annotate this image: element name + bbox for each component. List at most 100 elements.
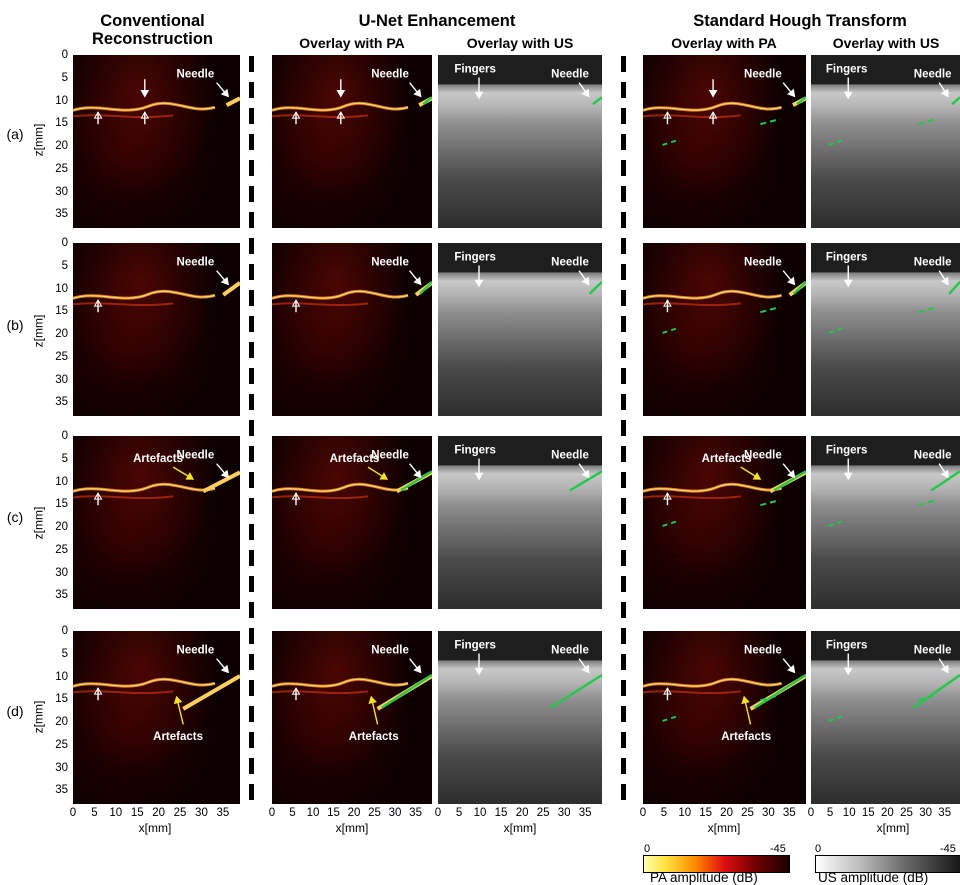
panel-b-conventional: Needle bbox=[73, 243, 240, 416]
vessel-signal bbox=[643, 677, 782, 688]
needle-arrow bbox=[938, 463, 949, 479]
xtick-label: 10 bbox=[678, 807, 692, 819]
xticks-hough-pa: 0 5 10 15 20 25 30 35 bbox=[640, 807, 806, 821]
needle-label: Needle bbox=[744, 449, 782, 461]
panel-d-conventional: Needle Artefacts bbox=[73, 631, 240, 804]
ytick-label: 10 bbox=[55, 94, 68, 107]
us-top-band bbox=[811, 436, 960, 466]
ytick-label: 0 bbox=[61, 430, 68, 442]
fingers-arrow bbox=[843, 653, 853, 676]
ytick-label: 20 bbox=[55, 328, 68, 341]
yticks-b: 0 5 10 15 20 25 30 35 bbox=[42, 237, 68, 423]
vessel-arrow bbox=[93, 492, 103, 506]
fingers-arrow bbox=[474, 458, 484, 481]
needle-detection bbox=[400, 470, 432, 492]
vessel-signal bbox=[272, 289, 409, 300]
panel-b-hough-us: Fingers Needle bbox=[811, 243, 960, 416]
panel-a-unet-pa: Needle bbox=[272, 55, 432, 228]
panel-b-unet-pa: Needle bbox=[272, 243, 432, 416]
title-hough: Standard Hough Transform bbox=[693, 12, 907, 30]
colorbar-us-label: US amplitude (dB) bbox=[818, 870, 929, 885]
yticks-d: 0 5 10 15 20 25 30 35 bbox=[42, 625, 68, 811]
colorbar-pa bbox=[643, 855, 790, 873]
xlabel-unet-us: x[mm] bbox=[503, 821, 537, 835]
xtick-label: 15 bbox=[699, 807, 713, 819]
ytick-label: 30 bbox=[55, 185, 68, 198]
needle-arrow bbox=[782, 270, 796, 286]
xtick-label: 15 bbox=[130, 807, 144, 819]
row-label-c: (c) bbox=[6, 509, 24, 525]
us-top-band bbox=[811, 55, 960, 85]
needle-label: Needle bbox=[371, 68, 409, 80]
xticks-unet-us: 0 5 10 15 20 25 30 35 bbox=[435, 807, 602, 821]
needle-detection bbox=[792, 280, 806, 295]
needle-detection bbox=[948, 280, 960, 295]
us-top-band bbox=[438, 631, 602, 661]
xticks-hough-us: 0 5 10 15 20 25 30 35 bbox=[808, 807, 960, 821]
vessel-arrow bbox=[663, 111, 672, 125]
needle-arrow bbox=[409, 270, 422, 286]
vessel-signal-lower bbox=[73, 495, 174, 500]
xtick-label: 25 bbox=[741, 807, 754, 819]
us-top-band bbox=[438, 436, 602, 466]
needle-label: Needle bbox=[177, 644, 215, 656]
ytick-label: 10 bbox=[55, 282, 68, 295]
ytick-label: 0 bbox=[61, 625, 68, 637]
ytick-label: 0 bbox=[61, 237, 68, 249]
xtick-label: 35 bbox=[216, 807, 230, 819]
needle-arrow bbox=[216, 658, 229, 674]
ytick-label: 35 bbox=[55, 396, 68, 409]
artefacts-arrow bbox=[741, 695, 752, 725]
xtick-label: 35 bbox=[409, 807, 422, 819]
vessel-signal-lower bbox=[73, 302, 174, 307]
yticks-a: 0 5 10 15 20 25 30 35 bbox=[42, 49, 68, 235]
needle-detection bbox=[773, 470, 806, 492]
vessel-signal bbox=[73, 677, 216, 688]
needle-label: Needle bbox=[914, 644, 952, 656]
fingers-label: Fingers bbox=[454, 444, 496, 456]
vessel-signal bbox=[73, 482, 216, 493]
xlabel-hough-us: x[mm] bbox=[876, 821, 910, 835]
needle-signal bbox=[225, 96, 240, 107]
vessel-arrow bbox=[291, 299, 301, 313]
false-detection bbox=[662, 138, 680, 146]
title-conventional: Conventional Reconstruction bbox=[60, 12, 245, 48]
xtick-label: 15 bbox=[494, 807, 508, 819]
vessel-arrow-2 bbox=[708, 111, 718, 125]
needle-label: Needle bbox=[177, 449, 215, 461]
vessel-arrow bbox=[93, 111, 103, 125]
ytick-label: 5 bbox=[61, 452, 68, 465]
needle-signal bbox=[222, 281, 240, 297]
xtick-label: 30 bbox=[919, 807, 932, 819]
needle-label: Needle bbox=[914, 449, 952, 461]
ytick-label: 25 bbox=[55, 543, 68, 556]
needle-signal bbox=[182, 674, 240, 711]
vessel-signal bbox=[272, 677, 409, 688]
vessel-signal-core bbox=[73, 678, 216, 687]
fingers-arrow bbox=[843, 265, 853, 288]
cbar-pa-max: -45 bbox=[770, 843, 786, 855]
vessel-signal-lower bbox=[643, 690, 741, 695]
false-detection bbox=[918, 694, 937, 702]
xtick-label: 20 bbox=[347, 807, 361, 819]
colorbar-pa-label: PA amplitude (dB) bbox=[650, 870, 758, 885]
us-top-band bbox=[811, 243, 960, 273]
subtitle-hough-us: Overlay with US bbox=[832, 35, 940, 51]
needle-label: Needle bbox=[744, 68, 782, 80]
title-unet: U-Net Enhancement bbox=[358, 12, 516, 30]
needle-arrow bbox=[216, 270, 229, 286]
vessel-signal-core bbox=[272, 290, 409, 299]
ytick-label: 35 bbox=[55, 589, 68, 602]
ytick-label: 25 bbox=[55, 738, 68, 751]
needle-arrow bbox=[938, 658, 949, 674]
needle-detection bbox=[592, 96, 602, 106]
skin-arrow bbox=[708, 79, 718, 98]
false-detection bbox=[918, 499, 937, 507]
vessel-arrow bbox=[93, 687, 103, 701]
us-top-band bbox=[811, 631, 960, 661]
needle-label: Needle bbox=[177, 256, 215, 268]
ytick-label: 0 bbox=[61, 49, 68, 61]
fingers-arrow bbox=[474, 77, 484, 100]
vessel-signal-core bbox=[643, 483, 782, 492]
fingers-label: Fingers bbox=[454, 63, 496, 75]
